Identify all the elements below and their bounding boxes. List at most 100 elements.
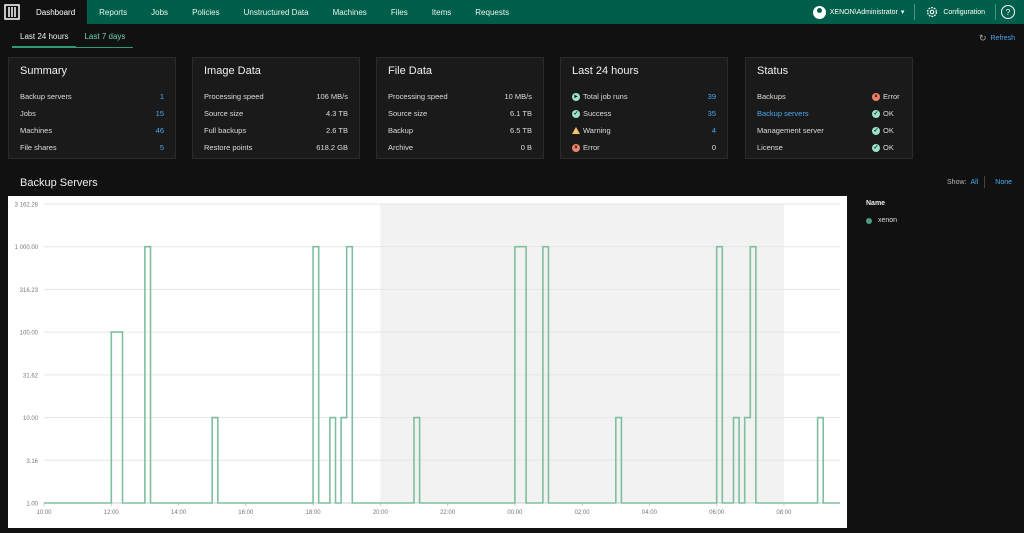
period-tabs: Last 24 hours Last 7 days bbox=[12, 29, 134, 48]
row-label: File shares bbox=[20, 143, 57, 152]
row-label: Restore points bbox=[204, 143, 253, 152]
nav-jobs[interactable]: Jobs bbox=[151, 7, 169, 17]
status-card: Status Backups × Error Backup servers ✓ OK M… bbox=[745, 57, 913, 159]
nav-dashboard[interactable]: Dashboard bbox=[24, 0, 88, 24]
row-value[interactable]: 15 bbox=[155, 109, 164, 118]
backup-servers-chart: 1.00 3.16 10.00 31.62 100.00 316.23 1 000.00 3 … bbox=[8, 196, 847, 528]
row-value: 0 B bbox=[520, 143, 532, 152]
file-row: Processing speed 10 MB/s bbox=[388, 88, 532, 105]
ok-icon: ✓ bbox=[872, 143, 880, 152]
row-label: Archive bbox=[388, 143, 414, 152]
legend-item-xenon[interactable]: xenon bbox=[866, 217, 897, 224]
row-label: Full backups bbox=[204, 126, 247, 135]
user-menu[interactable]: XENON\Administrator ▾ bbox=[803, 0, 915, 24]
chevron-down-icon: ▾ bbox=[900, 9, 905, 16]
row-value[interactable]: 35 bbox=[707, 109, 716, 118]
top-navigation-bar: Dashboard Reports Jobs Policies Unstruct… bbox=[0, 0, 1024, 24]
last-24-hours-card: Last 24 hours ▸ Total job runs 39 ✓ Success… bbox=[560, 57, 728, 159]
app-logo-icon[interactable] bbox=[0, 0, 24, 24]
help-button[interactable]: ? bbox=[996, 0, 1020, 24]
show-label: Show: bbox=[947, 178, 967, 186]
card-title: Summary bbox=[20, 65, 68, 77]
summary-row: File shares 5 bbox=[20, 139, 164, 156]
nav-unstructured-data[interactable]: Unstructured Data bbox=[243, 7, 309, 17]
x-tick-label: 10:00 bbox=[36, 510, 52, 516]
card-title: Last 24 hours bbox=[572, 65, 639, 77]
legend-header: Name bbox=[866, 200, 886, 207]
x-tick-label: 08:00 bbox=[776, 510, 792, 516]
status-row: License ✓ OK bbox=[757, 139, 901, 156]
error-icon: × bbox=[572, 143, 580, 152]
row-label: Source size bbox=[204, 109, 244, 118]
series-line-xenon bbox=[44, 245, 840, 504]
row-label: License bbox=[757, 143, 783, 152]
show-none-link[interactable]: None bbox=[995, 178, 1012, 186]
nav-files[interactable]: Files bbox=[390, 7, 408, 17]
configuration-button[interactable]: Configuration bbox=[915, 0, 995, 24]
legend-swatch bbox=[866, 217, 872, 224]
nav-machines[interactable]: Machines bbox=[332, 7, 367, 17]
show-all-link[interactable]: All bbox=[970, 178, 979, 186]
divider bbox=[914, 4, 916, 20]
row-value[interactable]: 1 bbox=[159, 92, 164, 101]
card-title: Status bbox=[757, 65, 789, 77]
gear-icon bbox=[927, 6, 938, 18]
image-row: Source size 4.3 TB bbox=[204, 105, 348, 122]
last24-row: × Error 0 bbox=[572, 139, 716, 156]
user-avatar-icon bbox=[812, 5, 826, 19]
row-value: 618.2 GB bbox=[316, 143, 348, 152]
x-tick-label: 14:00 bbox=[171, 510, 187, 516]
row-label: Machines bbox=[20, 126, 53, 135]
file-row: Source size 6.1 TB bbox=[388, 105, 532, 122]
error-icon: × bbox=[872, 92, 880, 101]
x-tick-label: 02:00 bbox=[575, 510, 591, 516]
row-label: Error bbox=[583, 143, 600, 152]
last24-row: ✓ Success 35 bbox=[572, 105, 716, 122]
row-value: 6.5 TB bbox=[510, 126, 532, 135]
last24-row: Warning 4 bbox=[572, 122, 716, 139]
row-value: 4.3 TB bbox=[326, 109, 348, 118]
tab-last-24-hours[interactable]: Last 24 hours bbox=[12, 29, 77, 48]
status-row: Management server ✓ OK bbox=[757, 122, 901, 139]
summary-card: Summary Backup servers 1 Jobs 15 Machines 4… bbox=[8, 57, 176, 159]
row-label: Warning bbox=[583, 126, 611, 135]
row-value: 106 MB/s bbox=[316, 92, 348, 101]
row-value: Error bbox=[883, 92, 900, 101]
configuration-label: Configuration bbox=[943, 8, 985, 16]
card-title: Image Data bbox=[204, 65, 261, 77]
row-label: Jobs bbox=[20, 109, 36, 118]
y-tick-label: 10.00 bbox=[23, 416, 39, 422]
row-value[interactable]: 5 bbox=[159, 143, 164, 152]
play-icon: ▸ bbox=[572, 92, 580, 101]
divider bbox=[984, 176, 986, 188]
nav-reports[interactable]: Reports bbox=[99, 7, 128, 17]
row-value[interactable]: 46 bbox=[155, 126, 164, 135]
chart-svg: 1.00 3.16 10.00 31.62 100.00 316.23 1 000.00 3 … bbox=[15, 203, 840, 516]
row-value: 0 bbox=[711, 143, 716, 152]
row-label: Processing speed bbox=[204, 92, 264, 101]
row-label[interactable]: Backup servers bbox=[757, 109, 809, 118]
nav-requests[interactable]: Requests bbox=[475, 7, 510, 17]
row-value[interactable]: 4 bbox=[711, 126, 716, 135]
success-icon: ✓ bbox=[572, 109, 580, 118]
image-row: Full backups 2.6 TB bbox=[204, 122, 348, 139]
status-row: Backups × Error bbox=[757, 88, 901, 105]
refresh-button[interactable]: ↻ Refresh bbox=[979, 33, 1015, 44]
card-title: File Data bbox=[388, 65, 433, 77]
tab-last-7-days[interactable]: Last 7 days bbox=[76, 29, 134, 48]
last24-row: ▸ Total job runs 39 bbox=[572, 88, 716, 105]
nav-policies[interactable]: Policies bbox=[192, 7, 220, 17]
nav-items[interactable]: Items bbox=[431, 7, 452, 17]
refresh-label: Refresh bbox=[990, 35, 1015, 42]
x-tick-label: 16:00 bbox=[238, 510, 254, 516]
refresh-icon: ↻ bbox=[978, 33, 987, 43]
row-label: Backups bbox=[757, 92, 786, 101]
summary-row: Jobs 15 bbox=[20, 105, 164, 122]
row-value: OK bbox=[883, 143, 894, 152]
summary-row: Machines 46 bbox=[20, 122, 164, 139]
row-value[interactable]: 39 bbox=[707, 92, 716, 101]
image-data-card: Image Data Processing speed 106 MB/s Sour… bbox=[192, 57, 360, 159]
y-tick-label: 100.00 bbox=[20, 331, 39, 337]
y-tick-label: 3.16 bbox=[26, 459, 38, 465]
x-tick-label: 20:00 bbox=[373, 510, 389, 516]
